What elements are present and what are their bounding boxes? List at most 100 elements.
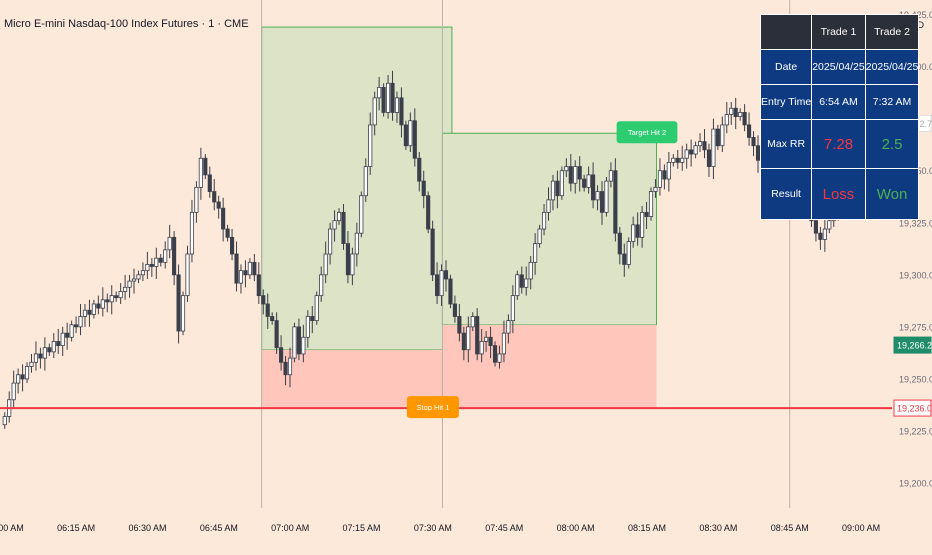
candle (818, 226, 823, 250)
candle-body (51, 341, 56, 353)
candle (591, 162, 596, 209)
candle (74, 316, 79, 334)
candle-body (270, 316, 275, 322)
candle-body (314, 295, 319, 322)
price-tick-label: 19,300.00 (899, 270, 932, 280)
candle-body (385, 82, 391, 113)
candle (354, 222, 359, 267)
candle-body (506, 320, 511, 334)
candle-body (96, 303, 101, 309)
candle-body (252, 261, 257, 276)
candle-body (359, 195, 364, 234)
candle-body (439, 270, 444, 297)
candle (466, 316, 471, 363)
candle-body (38, 353, 43, 359)
candle (238, 264, 244, 294)
time-tick-label: 07:15 AM (343, 523, 381, 533)
candle-body (417, 157, 422, 182)
candle-body (510, 295, 515, 322)
candle-body (2, 415, 7, 426)
candle-body (207, 174, 212, 192)
candle-body (706, 149, 712, 167)
candle (657, 158, 663, 196)
candle-body (653, 186, 658, 192)
candle-body (524, 278, 529, 288)
candle-body (408, 120, 413, 147)
candle (114, 291, 119, 302)
candle (595, 185, 600, 211)
candle-body (497, 353, 502, 363)
candle (631, 216, 636, 248)
candle (662, 164, 667, 190)
candle (377, 77, 382, 111)
candle (270, 312, 275, 325)
candle-body (136, 274, 141, 280)
candle-body (640, 211, 645, 238)
candle-body (33, 353, 39, 363)
candle-body (541, 211, 547, 230)
time-tick-label: 07:30 AM (414, 523, 452, 533)
trade-2-max-rr: 2.5 (864, 119, 920, 169)
candle-body (604, 180, 609, 213)
candle-body (684, 149, 689, 159)
candle-body (16, 374, 21, 384)
candle-body (176, 274, 181, 332)
candle-body (751, 137, 756, 147)
current-price-marker: 19,266.25 (897, 341, 932, 351)
candle (648, 187, 654, 221)
candle (283, 356, 288, 386)
candle-body (443, 270, 449, 280)
candle-body (729, 107, 734, 115)
time-tick-label: 06:00 AM (0, 523, 24, 533)
candle-body (430, 228, 435, 276)
current-price-marker-box (893, 336, 932, 354)
candle (573, 160, 578, 194)
candle (221, 197, 226, 242)
candle (359, 191, 364, 238)
candle-body (724, 114, 729, 126)
candle (140, 262, 145, 282)
trade-2-result: Won (864, 168, 920, 220)
candle (608, 162, 613, 188)
trade-stats-table: Trade 1 Trade 2 Date 2025/04/25 2025/04/… (759, 14, 920, 220)
candle-body (671, 157, 676, 163)
candle (599, 181, 605, 225)
candle (577, 156, 582, 192)
candle (100, 287, 105, 317)
candle-body (577, 166, 582, 180)
candle (747, 112, 752, 146)
candle-body (87, 309, 92, 315)
candle (78, 303, 83, 336)
candle (225, 224, 230, 242)
candle (158, 254, 163, 267)
candle (372, 91, 377, 136)
candle (568, 154, 573, 192)
candle (256, 262, 261, 304)
candle-body (586, 174, 591, 188)
trade-1-max-rr: 7.28 (811, 119, 866, 169)
candle-body (492, 345, 498, 363)
candle (479, 328, 484, 363)
candle (136, 270, 141, 284)
candle (430, 220, 435, 282)
candle-body (243, 270, 248, 276)
candle (435, 262, 440, 304)
candle (488, 326, 493, 359)
candle (689, 139, 694, 167)
symbol-title[interactable]: Micro E-mini Nasdaq-100 Index Futures · … (4, 18, 249, 30)
candle (123, 274, 128, 300)
candle (189, 199, 195, 263)
candle-body (105, 299, 110, 303)
candle-body (47, 347, 52, 353)
time-axis[interactable]: 06:00 AM 06:15 AM 06:30 AM 06:45 AM 07:00 AM… (0, 508, 932, 550)
candle-body (185, 253, 190, 297)
candle-body (519, 274, 524, 288)
candle (408, 112, 413, 152)
candle (176, 264, 181, 344)
trade-1-date: 2025/04/25 (811, 49, 866, 85)
candle-body (283, 361, 288, 376)
candle (381, 83, 386, 117)
candle-body (149, 264, 154, 267)
candle-body (256, 274, 261, 297)
candle (617, 226, 622, 265)
